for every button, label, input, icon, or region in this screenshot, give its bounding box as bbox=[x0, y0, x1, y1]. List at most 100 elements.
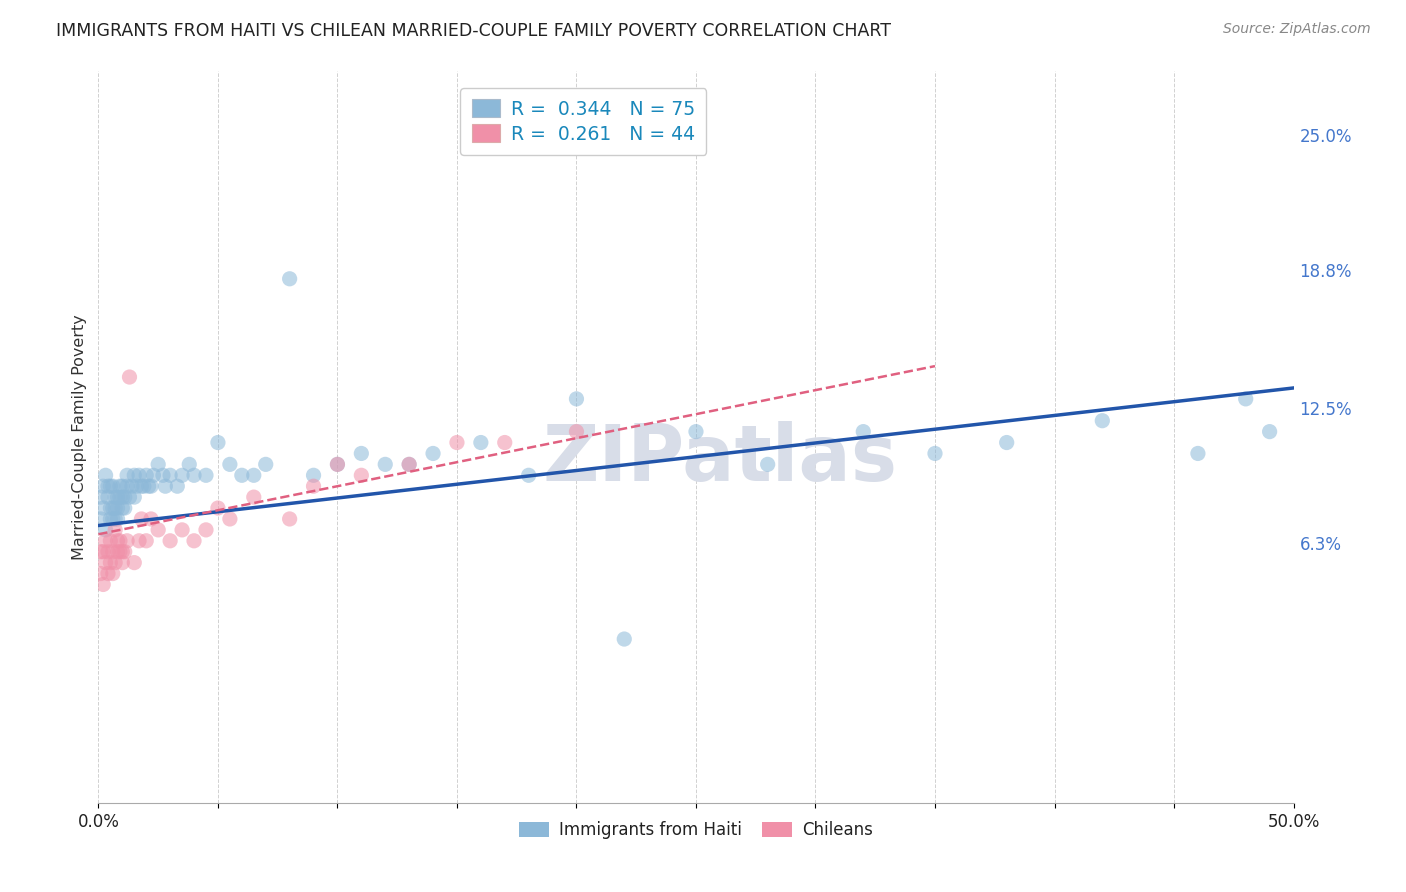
Point bbox=[852, 425, 875, 439]
Point bbox=[101, 479, 124, 493]
Text: 18.8%: 18.8% bbox=[1299, 263, 1353, 281]
Point bbox=[183, 468, 205, 483]
Point bbox=[124, 468, 146, 483]
Point bbox=[517, 468, 540, 483]
Point bbox=[219, 512, 242, 526]
Point bbox=[243, 490, 266, 504]
Point bbox=[124, 490, 146, 504]
Point bbox=[115, 533, 138, 548]
Point bbox=[108, 545, 131, 559]
Point bbox=[131, 479, 153, 493]
Point bbox=[278, 512, 301, 526]
Point bbox=[128, 468, 150, 483]
Point bbox=[159, 533, 181, 548]
Text: IMMIGRANTS FROM HAITI VS CHILEAN MARRIED-COUPLE FAMILY POVERTY CORRELATION CHART: IMMIGRANTS FROM HAITI VS CHILEAN MARRIED… bbox=[56, 22, 891, 40]
Point bbox=[166, 479, 188, 493]
Point bbox=[115, 468, 138, 483]
Point bbox=[108, 533, 131, 548]
Point bbox=[107, 501, 129, 516]
Point bbox=[207, 435, 229, 450]
Point bbox=[124, 556, 146, 570]
Point bbox=[231, 468, 253, 483]
Point bbox=[302, 468, 325, 483]
Point bbox=[565, 425, 588, 439]
Legend: Immigrants from Haiti, Chileans: Immigrants from Haiti, Chileans bbox=[512, 814, 880, 846]
Point bbox=[98, 512, 122, 526]
Text: 12.5%: 12.5% bbox=[1299, 401, 1353, 418]
Point bbox=[108, 490, 131, 504]
Point bbox=[94, 556, 117, 570]
Point bbox=[565, 392, 588, 406]
Point bbox=[470, 435, 492, 450]
Point bbox=[111, 556, 134, 570]
Point bbox=[98, 501, 122, 516]
Point bbox=[111, 490, 134, 504]
Point bbox=[104, 501, 127, 516]
Point bbox=[148, 523, 170, 537]
Point bbox=[219, 458, 242, 472]
Point bbox=[135, 468, 157, 483]
Point bbox=[91, 479, 114, 493]
Point bbox=[685, 425, 707, 439]
Point bbox=[97, 490, 120, 504]
Point bbox=[104, 523, 127, 537]
Point bbox=[94, 468, 117, 483]
Point bbox=[108, 479, 131, 493]
Point bbox=[107, 512, 129, 526]
Point bbox=[104, 556, 127, 570]
Point bbox=[142, 468, 165, 483]
Point bbox=[422, 446, 444, 460]
Point bbox=[104, 490, 127, 504]
Point bbox=[90, 545, 112, 559]
Point bbox=[148, 458, 170, 472]
Point bbox=[101, 545, 124, 559]
Point bbox=[350, 468, 373, 483]
Point bbox=[91, 577, 114, 591]
Point bbox=[114, 545, 136, 559]
Point bbox=[97, 545, 120, 559]
Point bbox=[98, 533, 122, 548]
Point bbox=[90, 512, 112, 526]
Point bbox=[756, 458, 779, 472]
Point bbox=[278, 272, 301, 286]
Point bbox=[254, 458, 277, 472]
Point bbox=[111, 545, 134, 559]
Point bbox=[132, 479, 155, 493]
Point bbox=[350, 446, 373, 460]
Point bbox=[924, 446, 946, 460]
Point bbox=[121, 479, 143, 493]
Point bbox=[115, 479, 138, 493]
Point bbox=[613, 632, 636, 646]
Point bbox=[125, 479, 148, 493]
Point bbox=[243, 468, 266, 483]
Point bbox=[131, 512, 153, 526]
Point bbox=[91, 545, 114, 559]
Point bbox=[118, 370, 141, 384]
Point bbox=[494, 435, 516, 450]
Point bbox=[107, 533, 129, 548]
Point bbox=[995, 435, 1018, 450]
Point bbox=[97, 566, 120, 581]
Point bbox=[172, 523, 194, 537]
Point bbox=[98, 479, 122, 493]
Point bbox=[326, 458, 349, 472]
Point bbox=[97, 479, 120, 493]
Point bbox=[1234, 392, 1257, 406]
Point bbox=[1091, 414, 1114, 428]
Point bbox=[98, 556, 122, 570]
Point bbox=[1187, 446, 1209, 460]
Point bbox=[128, 533, 150, 548]
Point bbox=[111, 479, 134, 493]
Point bbox=[1258, 425, 1281, 439]
Point bbox=[91, 501, 114, 516]
Point bbox=[114, 501, 136, 516]
Point bbox=[398, 458, 420, 472]
Text: 25.0%: 25.0% bbox=[1299, 128, 1353, 146]
Point bbox=[152, 468, 174, 483]
Point bbox=[195, 468, 218, 483]
Point bbox=[139, 479, 162, 493]
Point bbox=[101, 501, 124, 516]
Point bbox=[138, 479, 160, 493]
Point bbox=[172, 468, 194, 483]
Point bbox=[114, 490, 136, 504]
